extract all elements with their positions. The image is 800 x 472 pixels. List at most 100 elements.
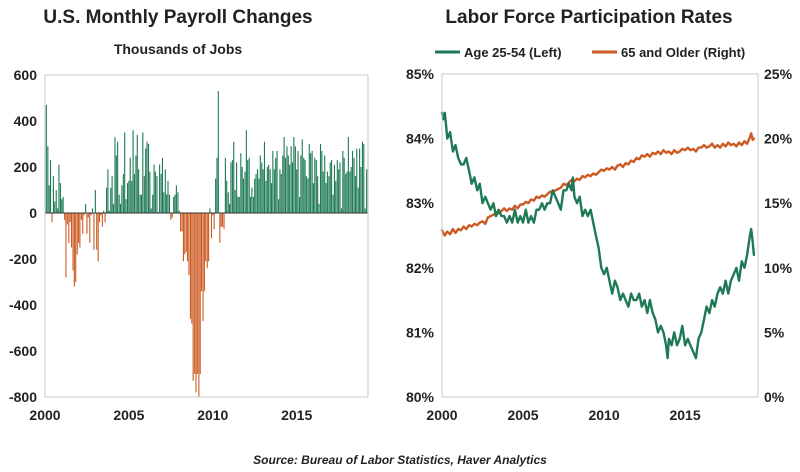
participation-legend: Age 25-54 (Left) 65 and Older (Right) bbox=[435, 45, 745, 60]
payroll-bar bbox=[287, 155, 289, 213]
payroll-bar bbox=[178, 210, 180, 213]
payroll-bar bbox=[315, 160, 317, 213]
participation-right-tick-label: 15% bbox=[764, 195, 793, 211]
payroll-bar bbox=[82, 213, 84, 234]
payroll-bar bbox=[194, 213, 196, 374]
payroll-bar bbox=[187, 213, 189, 262]
payroll-bar bbox=[360, 167, 362, 213]
payroll-bar bbox=[307, 178, 309, 213]
payroll-bar bbox=[164, 169, 166, 213]
payroll-bar bbox=[227, 192, 229, 213]
payroll-bar bbox=[209, 208, 211, 213]
payroll-bar bbox=[135, 155, 137, 213]
payroll-bar bbox=[220, 213, 222, 227]
payroll-bar bbox=[314, 157, 316, 213]
payroll-bar bbox=[215, 178, 217, 213]
payroll-bar bbox=[145, 148, 147, 213]
payroll-bar bbox=[343, 157, 345, 213]
payroll-bar bbox=[156, 176, 158, 213]
payroll-bar bbox=[177, 192, 179, 213]
payroll-x-tick-label: 2005 bbox=[113, 407, 144, 423]
payroll-bar bbox=[305, 176, 307, 213]
payroll-bar bbox=[66, 213, 68, 225]
payroll-bar bbox=[269, 169, 271, 213]
payroll-bar bbox=[310, 153, 312, 213]
payroll-bar bbox=[322, 171, 324, 213]
payroll-bar bbox=[311, 150, 313, 213]
payroll-bar bbox=[212, 213, 214, 216]
payroll-bar bbox=[278, 199, 280, 213]
payroll-bar bbox=[354, 176, 356, 213]
payroll-bar bbox=[258, 178, 260, 213]
payroll-bar bbox=[273, 169, 275, 213]
payroll-bar bbox=[80, 213, 82, 220]
payroll-bar bbox=[268, 164, 270, 213]
payroll-bar bbox=[349, 171, 351, 213]
payroll-bar bbox=[272, 150, 274, 213]
payroll-bar bbox=[236, 162, 238, 213]
payroll-bar bbox=[340, 208, 343, 213]
payroll-bar bbox=[112, 203, 115, 213]
payroll-bar bbox=[68, 213, 70, 243]
payroll-bar bbox=[347, 137, 349, 213]
payroll-bar bbox=[90, 213, 92, 216]
payroll-bar bbox=[154, 171, 156, 213]
payroll-bar bbox=[280, 173, 282, 213]
payroll-bar bbox=[356, 148, 358, 213]
payroll-bar bbox=[110, 187, 112, 213]
payroll-bar bbox=[87, 213, 89, 218]
payroll-bar bbox=[321, 150, 323, 213]
payroll-bar bbox=[89, 213, 91, 243]
payroll-bar bbox=[83, 213, 85, 216]
payroll-bar bbox=[234, 190, 236, 213]
payroll-bar bbox=[196, 213, 198, 374]
payroll-bar bbox=[69, 213, 71, 223]
payroll-y-tick-label: 0 bbox=[29, 205, 37, 221]
payroll-bar bbox=[143, 176, 145, 213]
payroll-bar bbox=[221, 213, 224, 227]
payroll-bar bbox=[283, 137, 285, 213]
payroll-bar bbox=[350, 167, 352, 213]
payroll-y-tick-label: -200 bbox=[9, 251, 37, 267]
payroll-bar bbox=[192, 213, 194, 381]
payroll-bar bbox=[216, 157, 218, 213]
payroll-bar bbox=[205, 213, 207, 262]
payroll-bar bbox=[252, 196, 254, 213]
payroll-bar bbox=[173, 196, 175, 213]
payroll-bar bbox=[203, 213, 205, 292]
payroll-bar bbox=[284, 157, 286, 213]
payroll-bar bbox=[279, 169, 281, 213]
payroll-bar bbox=[296, 169, 298, 213]
payroll-bar bbox=[266, 167, 268, 213]
payroll-bar bbox=[96, 213, 98, 250]
payroll-bar bbox=[106, 187, 108, 213]
payroll-bars bbox=[44, 91, 369, 397]
payroll-bar bbox=[48, 185, 50, 213]
participation-x-tick-label: 2005 bbox=[507, 407, 538, 423]
payroll-y-tick-label: -400 bbox=[9, 297, 37, 313]
payroll-bar bbox=[171, 213, 173, 218]
payroll-bar bbox=[300, 155, 302, 213]
payroll-bar bbox=[259, 155, 261, 213]
payroll-bar bbox=[114, 137, 116, 213]
series-line-65-and-older bbox=[440, 132, 756, 237]
payroll-bar bbox=[122, 173, 124, 213]
payroll-bar bbox=[91, 208, 94, 213]
payroll-y-tick-label: -600 bbox=[9, 343, 37, 359]
payroll-bar bbox=[328, 176, 330, 213]
legend-label-65-and-older: 65 and Older (Right) bbox=[621, 45, 745, 60]
payroll-bar bbox=[312, 183, 315, 213]
payroll-bar bbox=[85, 203, 87, 213]
payroll-bar bbox=[146, 141, 148, 213]
payroll-bar bbox=[163, 192, 165, 213]
participation-right-tick-label: 0% bbox=[764, 389, 785, 405]
payroll-y-tick-label: 200 bbox=[14, 159, 38, 175]
payroll-bar bbox=[195, 213, 197, 393]
payroll-bar bbox=[257, 169, 259, 213]
payroll-bar bbox=[248, 157, 250, 213]
payroll-bar bbox=[286, 146, 288, 213]
payroll-bar bbox=[108, 210, 110, 213]
participation-left-axis-labels: 85% 84% 83% 82% 81% 80% bbox=[406, 66, 435, 405]
payroll-bar bbox=[324, 155, 326, 213]
payroll-y-tick-label: 600 bbox=[14, 67, 38, 83]
